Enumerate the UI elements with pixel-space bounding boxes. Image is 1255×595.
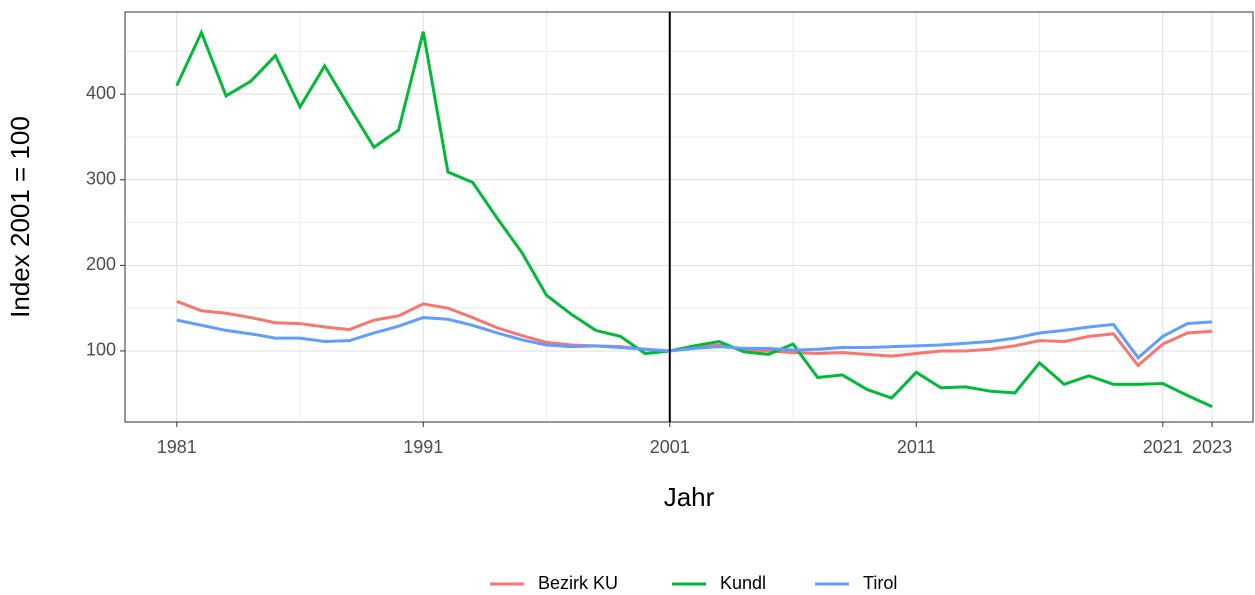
x-tick-label: 1991: [403, 437, 443, 457]
panel-border: [124, 11, 1254, 423]
y-tick-label: 400: [86, 83, 116, 103]
legend-label: Bezirk KU: [538, 573, 618, 593]
x-tick-label: 2021: [1143, 437, 1183, 457]
y-tick-label: 300: [86, 169, 116, 189]
line-series: [176, 316, 1213, 361]
line-series: [176, 299, 1213, 368]
y-tick-label: 100: [86, 340, 116, 360]
y-tick-label: 200: [86, 254, 116, 274]
legend-label: Tirol: [863, 573, 897, 593]
x-tick-label: 1981: [157, 437, 197, 457]
line-series: [175, 28, 1213, 408]
x-axis-title: Jahr: [664, 482, 715, 512]
x-tick-label: 2011: [897, 437, 936, 457]
x-tick-label: 2023: [1192, 437, 1232, 457]
legend-label: Kundl: [720, 573, 766, 593]
y-axis-title: Index 2001 = 100: [5, 116, 35, 318]
x-tick-label: 2001: [650, 437, 690, 457]
